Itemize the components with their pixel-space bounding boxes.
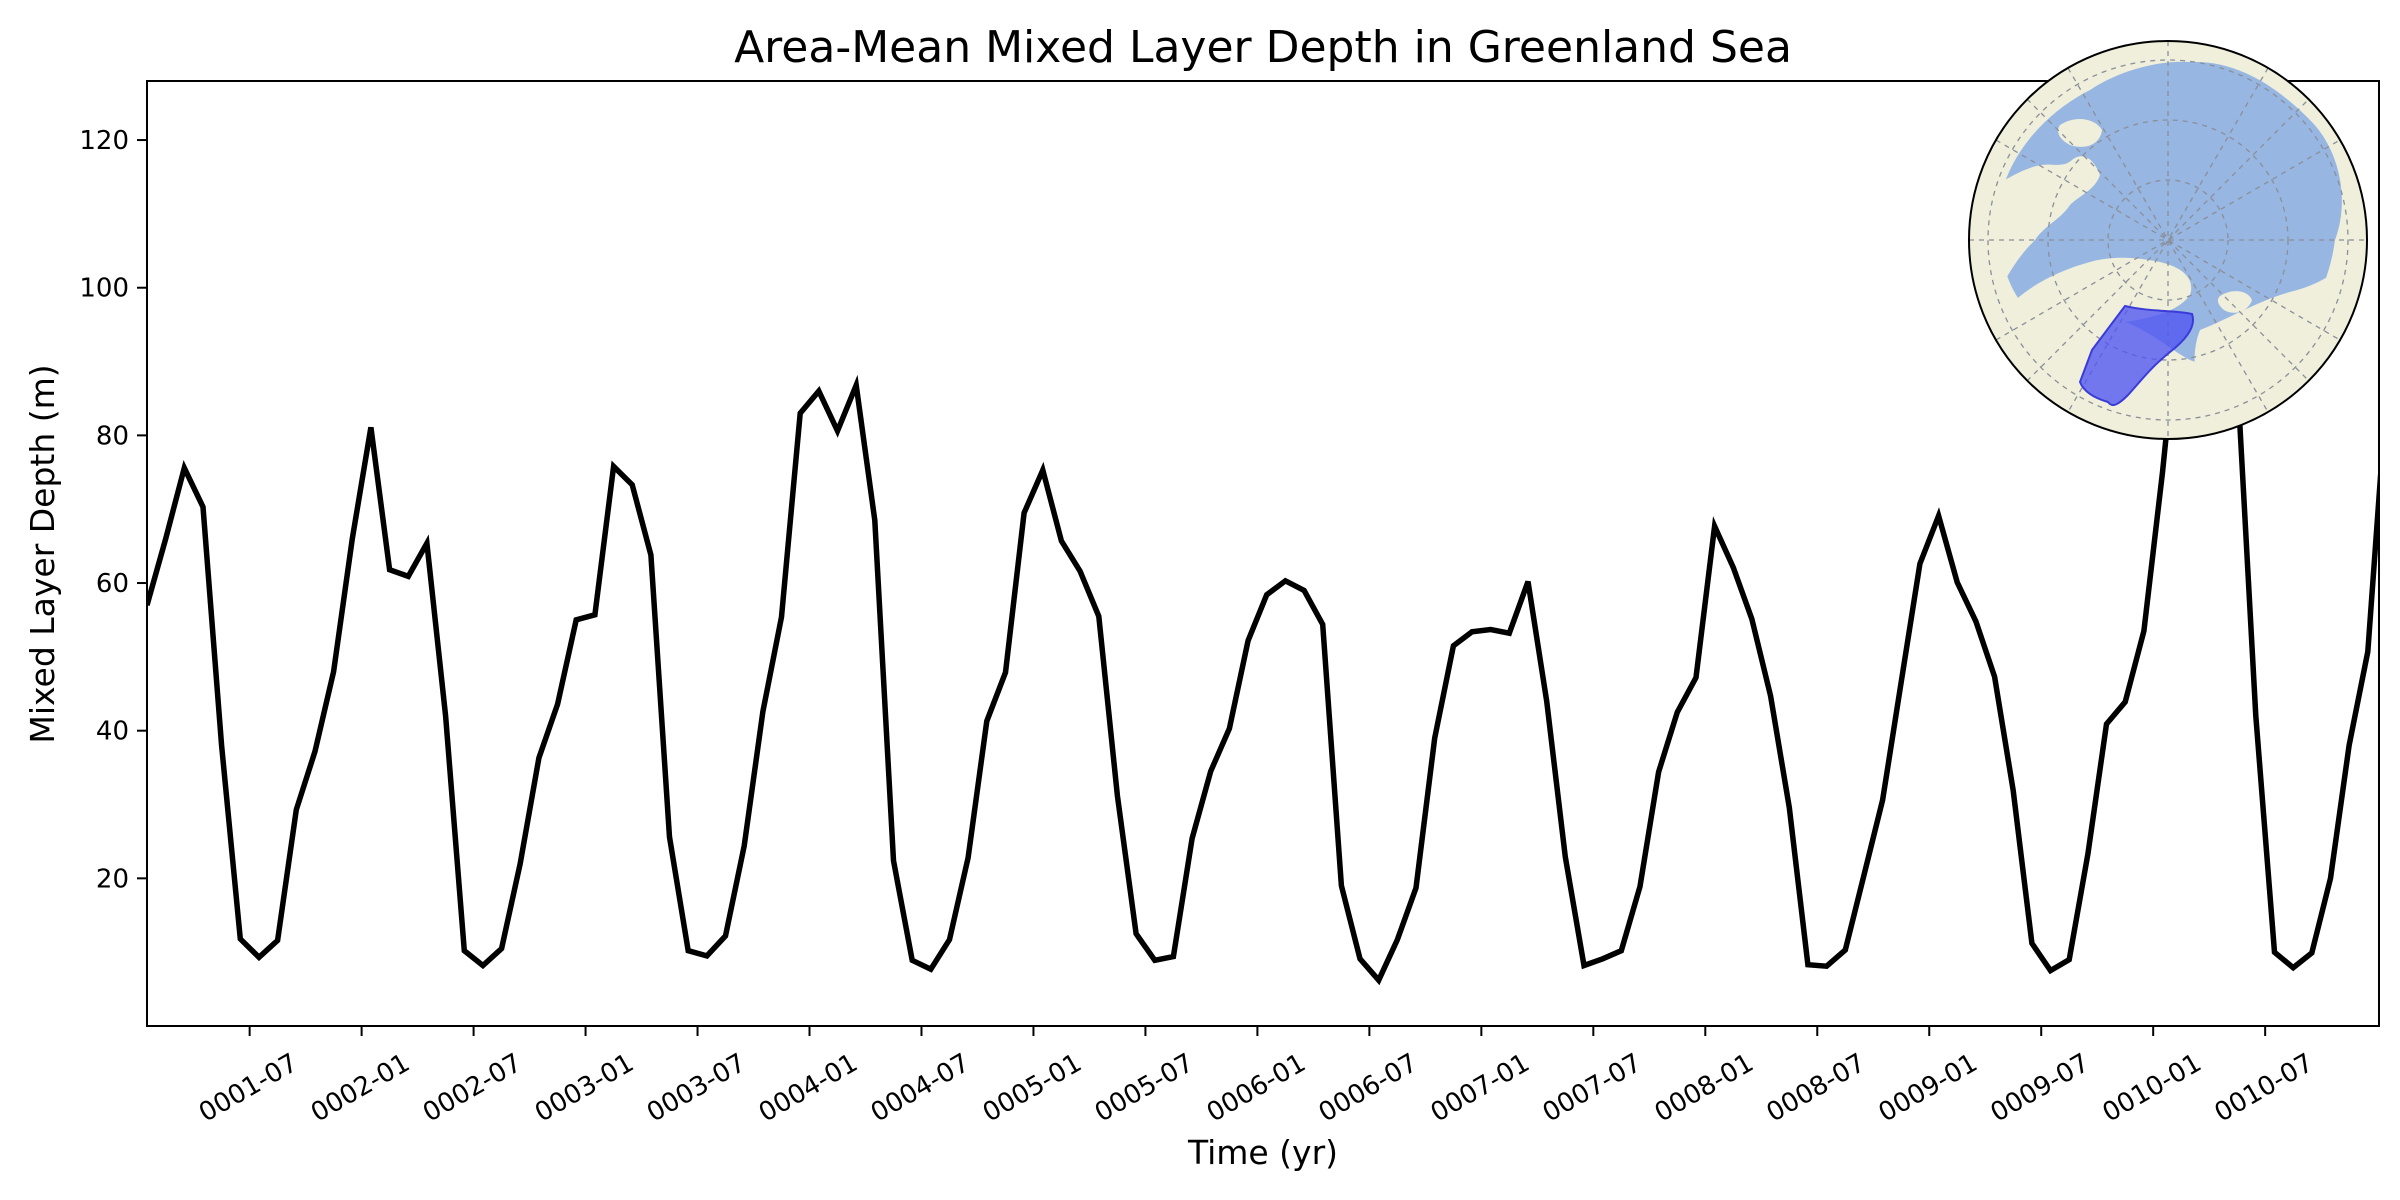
x-tick-label: 0010-07: [2210, 1048, 2319, 1128]
x-tick-label: 0006-01: [1202, 1048, 1311, 1128]
x-tick-label: 0001-07: [194, 1048, 303, 1128]
x-axis: 0001-07 0002-01 0002-07 0003-01 0003-07 0004-…: [194, 1026, 2319, 1128]
x-tick-label: 0003-01: [530, 1048, 639, 1128]
chart-title: Area-Mean Mixed Layer Depth in Greenland…: [734, 22, 1792, 73]
x-tick-label: 0009-01: [1874, 1048, 1983, 1128]
map-land-greenland: [1993, 257, 2192, 415]
map-land-north-america: [1969, 156, 2100, 293]
x-tick-label: 0007-01: [1426, 1048, 1535, 1128]
x-tick-label: 0003-07: [642, 1048, 751, 1128]
x-tick-label: 0009-07: [1986, 1048, 2095, 1128]
x-tick-label: 0010-01: [2098, 1048, 2207, 1128]
map-land-svalbard: [2217, 291, 2252, 313]
y-tick-label: 80: [96, 421, 129, 451]
series-line-mld: [147, 134, 2379, 986]
axes-frame: [146, 80, 2380, 1027]
plot-area: [146, 80, 2380, 1027]
x-tick-label: 0002-07: [418, 1048, 527, 1128]
y-tick-label: 120: [79, 126, 129, 156]
y-axis: 20 40 60 80 100 120: [79, 126, 147, 894]
y-tick-label: 60: [96, 569, 129, 599]
map-land-arctic-island: [2058, 118, 2102, 147]
x-tick-label: 0005-07: [1090, 1048, 1199, 1128]
x-tick-label: 0008-07: [1762, 1048, 1871, 1128]
map-border: [1968, 40, 2368, 440]
x-axis-label: Time (yr): [1187, 1133, 1338, 1172]
x-tick-label: 0005-01: [978, 1048, 1087, 1128]
inset-arctic-map: [1968, 40, 2368, 440]
x-tick-label: 0008-01: [1650, 1048, 1759, 1128]
x-tick-label: 0006-07: [1314, 1048, 1423, 1128]
x-tick-label: 0004-01: [754, 1048, 863, 1128]
y-tick-label: 20: [96, 864, 129, 894]
y-tick-label: 100: [79, 274, 129, 304]
x-tick-label: 0004-07: [866, 1048, 975, 1128]
y-axis-label: Mixed Layer Depth (m): [23, 364, 62, 743]
y-tick-label: 40: [96, 717, 129, 747]
x-tick-label: 0007-07: [1538, 1048, 1647, 1128]
series-layer: [147, 134, 2379, 986]
map-greenland-sea-region: [2078, 304, 2194, 407]
x-tick-label: 0002-01: [306, 1048, 415, 1128]
